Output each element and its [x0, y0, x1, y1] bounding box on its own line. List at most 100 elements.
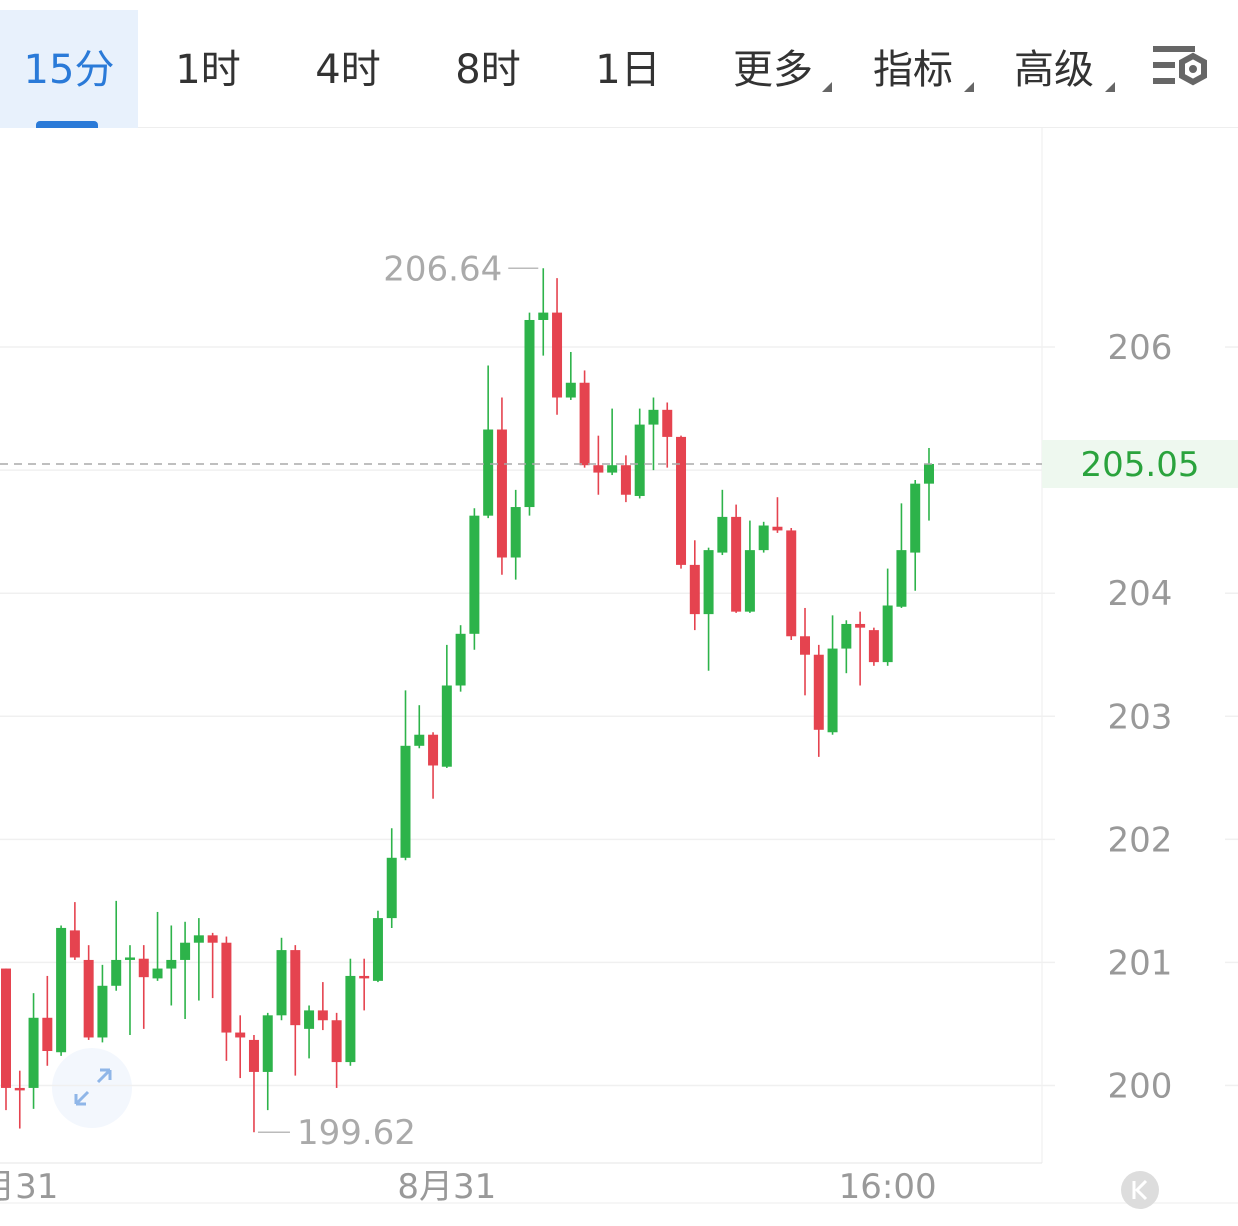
tab[interactable]: 高级	[996, 10, 1112, 128]
tab[interactable]: 4时	[290, 10, 406, 128]
candle-body	[56, 927, 67, 1053]
settings-icon[interactable]	[1150, 42, 1220, 102]
expand-button[interactable]	[52, 1048, 132, 1128]
candle-body	[235, 1032, 246, 1038]
candle-body	[910, 483, 921, 553]
candle-body	[345, 975, 356, 1063]
candle-body	[69, 930, 80, 958]
candle-body	[290, 950, 301, 1026]
candle-body	[496, 429, 507, 558]
candle-body	[221, 942, 232, 1033]
candle-body	[538, 312, 549, 320]
candle-body	[97, 985, 108, 1038]
dropdown-caret	[964, 82, 974, 92]
tab[interactable]: 1日	[570, 10, 686, 128]
tab-label: 高级	[1014, 47, 1094, 93]
candle-body	[262, 1015, 273, 1072]
candle-body	[800, 636, 811, 655]
candle-body	[565, 382, 576, 398]
scroll-start-icon	[1132, 1179, 1148, 1201]
candle-body	[331, 1020, 342, 1063]
y-tick-label: 204	[1108, 574, 1173, 614]
candle-body	[524, 319, 535, 508]
candle-body	[662, 409, 673, 437]
candle-body	[827, 648, 838, 733]
candle-body	[552, 312, 563, 398]
y-tick-label: 200	[1108, 1066, 1173, 1106]
candle-body	[124, 957, 135, 960]
tab-indicator	[36, 121, 98, 128]
candle-body	[923, 463, 934, 484]
candle-body	[138, 958, 149, 978]
candle-body	[703, 550, 714, 615]
candle-body	[276, 950, 287, 1016]
candle-body	[166, 959, 177, 969]
candle-body	[786, 530, 797, 637]
scroll-start-button[interactable]	[1121, 1171, 1159, 1209]
tab[interactable]: 1时	[150, 10, 266, 128]
candle-body	[882, 605, 893, 663]
tab-label: 4时	[315, 47, 381, 93]
tab-label: 更多	[733, 47, 813, 93]
candle-body	[648, 409, 659, 425]
candle-body	[1, 968, 11, 1088]
min-label: 199.62	[297, 1113, 416, 1153]
candle-body	[579, 382, 590, 466]
tab-label: 15分	[23, 47, 115, 93]
candle-body	[372, 918, 383, 981]
tab[interactable]: 8时	[430, 10, 546, 128]
expand-icon	[74, 1068, 112, 1106]
candle-body	[28, 1017, 39, 1088]
y-tick-label: 203	[1108, 697, 1173, 737]
candle-body	[414, 734, 425, 746]
tab-label: 1时	[175, 47, 241, 93]
candle-body	[180, 942, 191, 960]
candle-body	[717, 516, 728, 553]
candle-body	[83, 959, 94, 1038]
candle-body	[772, 526, 783, 531]
candle-body	[510, 507, 521, 558]
candle-body	[111, 959, 122, 986]
candle-body	[42, 1017, 53, 1052]
candle-body	[689, 564, 700, 615]
candle-body	[386, 857, 397, 919]
candle-body	[400, 745, 411, 858]
candle-body	[634, 424, 645, 496]
candle-body	[441, 685, 452, 767]
candle-body	[455, 633, 466, 686]
candle-body	[758, 525, 769, 551]
candle-body	[359, 975, 370, 979]
candle-body	[248, 1039, 259, 1072]
candle-body	[896, 550, 907, 607]
tab-label: 指标	[873, 47, 953, 93]
max-label: 206.64	[383, 249, 502, 289]
tab[interactable]: 指标	[855, 10, 971, 128]
x-tick-label: 16:00	[839, 1167, 937, 1207]
tab[interactable]: 更多	[715, 10, 831, 128]
candle-body	[855, 623, 866, 628]
candle-body	[868, 630, 879, 663]
candle-body	[193, 935, 204, 943]
dropdown-caret	[822, 82, 832, 92]
candle-body	[428, 734, 439, 766]
candle-body	[841, 623, 852, 649]
candle-body	[317, 1010, 328, 1021]
candle-body	[14, 1087, 25, 1091]
candle-body	[676, 436, 687, 565]
last-price-box	[1042, 439, 1238, 488]
y-tick-label: 202	[1108, 820, 1173, 860]
candle-body	[813, 654, 824, 730]
y-tick-label: 201	[1108, 943, 1173, 983]
dropdown-caret	[1105, 82, 1115, 92]
candle-body	[207, 935, 218, 943]
tab-label: 1日	[595, 47, 661, 93]
tab-label: 8时	[455, 47, 521, 93]
candle-body	[593, 465, 604, 473]
candle-body	[469, 515, 480, 634]
candle-body	[607, 465, 618, 473]
candle-body	[731, 516, 742, 612]
tab[interactable]: 15分	[0, 10, 138, 128]
candle-body	[620, 465, 631, 495]
x-tick-label: 月31	[0, 1167, 58, 1207]
